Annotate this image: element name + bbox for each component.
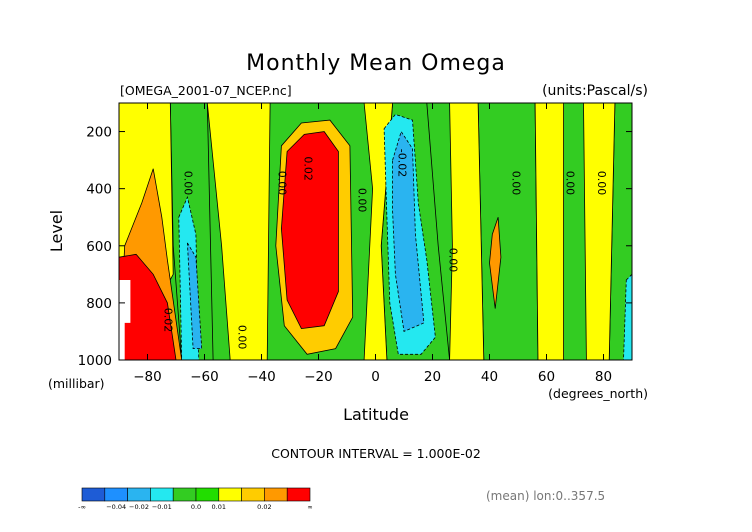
colorbar-swatch [218, 487, 242, 502]
x-tick-label: 20 [424, 369, 441, 385]
contour-label: 0.00 [509, 171, 522, 196]
contour-label: 0.02 [301, 156, 314, 181]
contour-label: 0.00 [182, 171, 195, 196]
contour-region [280, 131, 339, 330]
contour-fill-layer [119, 103, 632, 360]
contour-region [477, 103, 539, 360]
contour-label: 0.00 [355, 188, 368, 213]
x-tick-label: 0 [371, 369, 380, 385]
x-axis-label: Latitude [343, 405, 409, 424]
x-tick-label: 60 [538, 369, 555, 385]
file-label: [OMEGA_2001-07_NCEP.nc] [120, 83, 292, 98]
contour-interval-text: CONTOUR INTERVAL = 1.000E-02 [271, 446, 481, 461]
y-axis-units: (millibar) [48, 376, 105, 391]
x-tick-label: −60 [190, 369, 219, 385]
contour-region [623, 273, 632, 360]
colorbar-swatch [241, 487, 265, 502]
contour-label: -0.02 [395, 149, 408, 177]
colorbar-swatch [127, 487, 151, 502]
x-axis-units: (degrees_north) [548, 386, 648, 401]
x-tick-label: −40 [247, 369, 276, 385]
contour-label: 0.00 [563, 171, 576, 196]
x-tick-label: −80 [133, 369, 162, 385]
y-axis-label: Level [47, 210, 66, 252]
x-tick-label: −20 [304, 369, 333, 385]
contour-region [392, 130, 425, 332]
y-tick-label: 600 [86, 239, 112, 255]
contour-label-layer: 0.00 0.00 0.02 0.00 -0.02 0.00 0.00 0.00 0.00 0.0… [162, 149, 608, 350]
colorbar-swatch [264, 487, 288, 502]
colorbar-label: 0.01 [212, 503, 226, 511]
colorbar-label: −0.02 [129, 503, 149, 511]
y-tick-label: 200 [86, 125, 112, 141]
colorbar: -∞ −0.04 −0.02 −0.01 0.0 0.01 0.02 ∞ [78, 487, 313, 511]
contour-region [119, 253, 177, 360]
colorbar-swatch [172, 487, 197, 502]
x-axis: −80 −60 −40 −20 0 20 40 60 80 [133, 103, 612, 385]
colorbar-label: -∞ [78, 503, 86, 511]
contour-label: 0.00 [276, 171, 289, 196]
y-tick-label: 800 [86, 296, 112, 312]
contour-region [449, 103, 485, 360]
colorbar-swatch [195, 487, 220, 502]
colorbar-swatch [104, 487, 128, 502]
y-tick-label: 1000 [78, 353, 112, 369]
contour-region [534, 103, 564, 360]
contour-region [206, 103, 271, 360]
y-axis: 200 400 600 800 1000 [78, 125, 632, 369]
colorbar-label: 0.02 [257, 503, 271, 511]
colorbar-label: −0.04 [106, 503, 126, 511]
chart-title: Monthly Mean Omega [246, 51, 506, 76]
contour-region [583, 103, 616, 360]
contour-label: 0.00 [595, 171, 608, 196]
contour-region [489, 217, 502, 309]
colorbar-label: −0.01 [152, 503, 172, 511]
contour-label: 0.00 [447, 248, 460, 273]
y-tick-label: 400 [86, 182, 112, 198]
mean-note: (mean) lon:0..357.5 [486, 489, 605, 503]
colorbar-label: ∞ [307, 503, 312, 511]
colorbar-swatch [81, 487, 106, 502]
contour-label: 0.02 [162, 308, 175, 333]
contour-label: 0.00 [236, 325, 249, 350]
colorbar-label: 0.0 [191, 503, 201, 511]
missing-data-mask [119, 280, 131, 360]
colorbar-swatch [150, 487, 174, 502]
contour-region [187, 242, 203, 350]
x-tick-label: 40 [481, 369, 498, 385]
x-tick-label: 80 [595, 369, 612, 385]
colorbar-swatch [286, 487, 311, 502]
units-label: (units:Pascal/s) [542, 83, 648, 99]
